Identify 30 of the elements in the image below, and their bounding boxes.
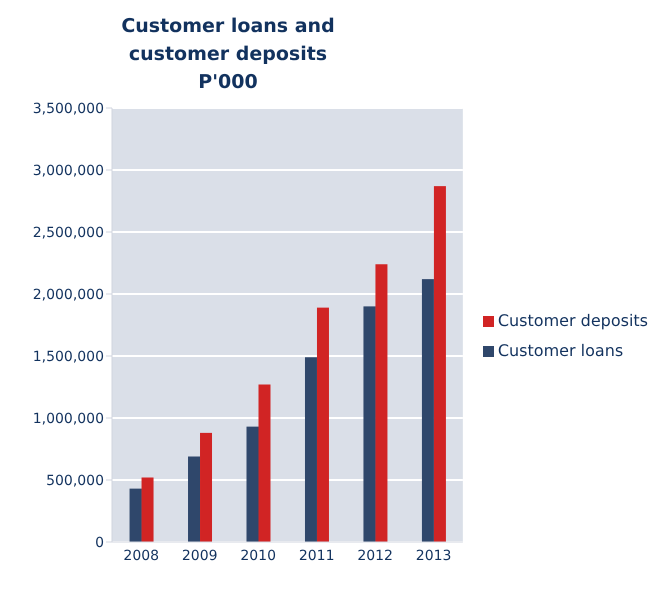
x-tick-label: 2010 [240, 548, 276, 564]
bar [188, 456, 200, 542]
bar [304, 357, 317, 542]
bar [142, 478, 154, 542]
y-tick-label: 0 [95, 534, 104, 551]
x-tick-label: 2012 [357, 548, 393, 564]
y-tick-label: 1,500,000 [32, 348, 104, 365]
chart-title: Customer loans and customer deposits [120, 14, 336, 67]
chart-subtitle: P'000 [197, 70, 259, 95]
bar [375, 264, 388, 542]
y-tick-label: 2,000,000 [32, 286, 104, 303]
y-tick-label: 1,000,000 [32, 410, 104, 427]
bar [422, 279, 434, 542]
bar [434, 186, 446, 542]
x-tick-label: 2011 [298, 548, 334, 564]
bar [316, 308, 329, 542]
bar [200, 432, 212, 542]
x-tick-label: 2009 [182, 548, 218, 564]
bar [246, 426, 258, 542]
y-tick-label: 3,000,000 [32, 162, 104, 179]
bar [130, 488, 142, 542]
y-tick-label: 3,500,000 [32, 100, 104, 117]
x-tick-label: 2013 [416, 548, 452, 564]
y-tick-label: 500,000 [46, 472, 104, 489]
bar [363, 306, 376, 542]
y-tick-label: 2,500,000 [32, 224, 104, 241]
legend-label: Customer loans [498, 341, 624, 360]
x-tick-label: 2008 [123, 548, 160, 564]
legend-label: Customer deposits [498, 311, 648, 330]
bar [258, 384, 270, 542]
